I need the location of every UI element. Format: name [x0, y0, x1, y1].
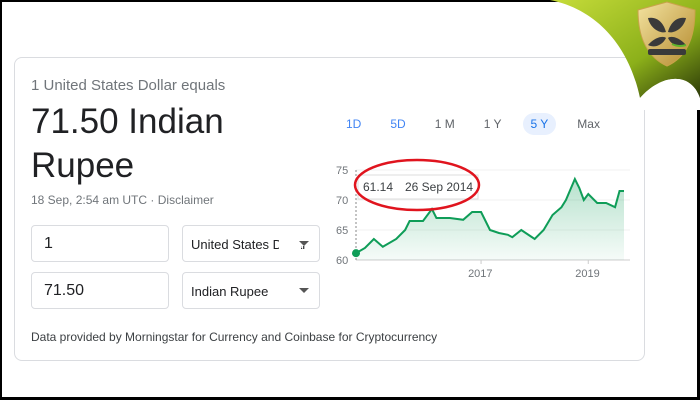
currency-converter-card: [14, 57, 645, 361]
chevron-down-icon: [299, 241, 309, 246]
tab-1m[interactable]: 1 M: [434, 117, 455, 131]
tooltip-box: [357, 174, 479, 200]
exchange-rate-chart[interactable]: 60 65 70 75 2017 2019 61.14 26 Sep 2014: [330, 150, 640, 285]
tab-5y[interactable]: 5 Y: [522, 113, 557, 135]
tooltip-date: 26 Sep 2014: [405, 180, 473, 194]
tab-5d[interactable]: 5D: [390, 117, 406, 131]
series-line: [355, 176, 624, 255]
tooltip-value: 61.14: [363, 180, 393, 194]
tab-1y[interactable]: 1 Y: [483, 117, 502, 131]
to-currency-value: Indian Rupee: [191, 284, 269, 299]
tab-1d[interactable]: 1D: [346, 117, 362, 131]
equals-label: 1 United States Dollar equals: [31, 77, 226, 94]
from-amount-input[interactable]: 1: [31, 225, 169, 262]
annotation-circle: [353, 158, 481, 212]
data-source-note: Data provided by Morningstar for Currenc…: [31, 330, 438, 344]
chevron-down-icon: [299, 288, 309, 293]
timestamp: 18 Sep, 2:54 am UTC: [31, 193, 148, 207]
conversion-result: 71.50 Indian Rupee: [31, 102, 224, 185]
from-currency-value: United States Dollar: [191, 237, 307, 252]
separator: ·: [147, 193, 158, 207]
hover-point: [352, 249, 360, 258]
disclaimer-link[interactable]: Disclaimer: [157, 193, 214, 207]
range-tabs: 1D 5D 1 M 1 Y 5 Y Max: [338, 113, 621, 135]
from-currency-select[interactable]: United States Dollar: [182, 225, 320, 262]
y-tick-label: 70: [336, 195, 348, 207]
to-currency-select[interactable]: Indian Rupee: [182, 272, 320, 309]
area-fill: [356, 179, 624, 260]
x-tick-label: 2019: [575, 268, 599, 280]
page-curl-logo: [550, 0, 700, 110]
y-tick-label: 75: [336, 165, 348, 177]
timestamp-line: 18 Sep, 2:54 am UTC · Disclaimer: [31, 193, 214, 207]
to-amount-input[interactable]: 71.50: [31, 272, 169, 309]
tab-max[interactable]: Max: [577, 117, 600, 131]
y-tick-label: 60: [336, 255, 348, 267]
y-tick-label: 65: [336, 225, 348, 237]
x-tick-label: 2017: [468, 268, 492, 280]
